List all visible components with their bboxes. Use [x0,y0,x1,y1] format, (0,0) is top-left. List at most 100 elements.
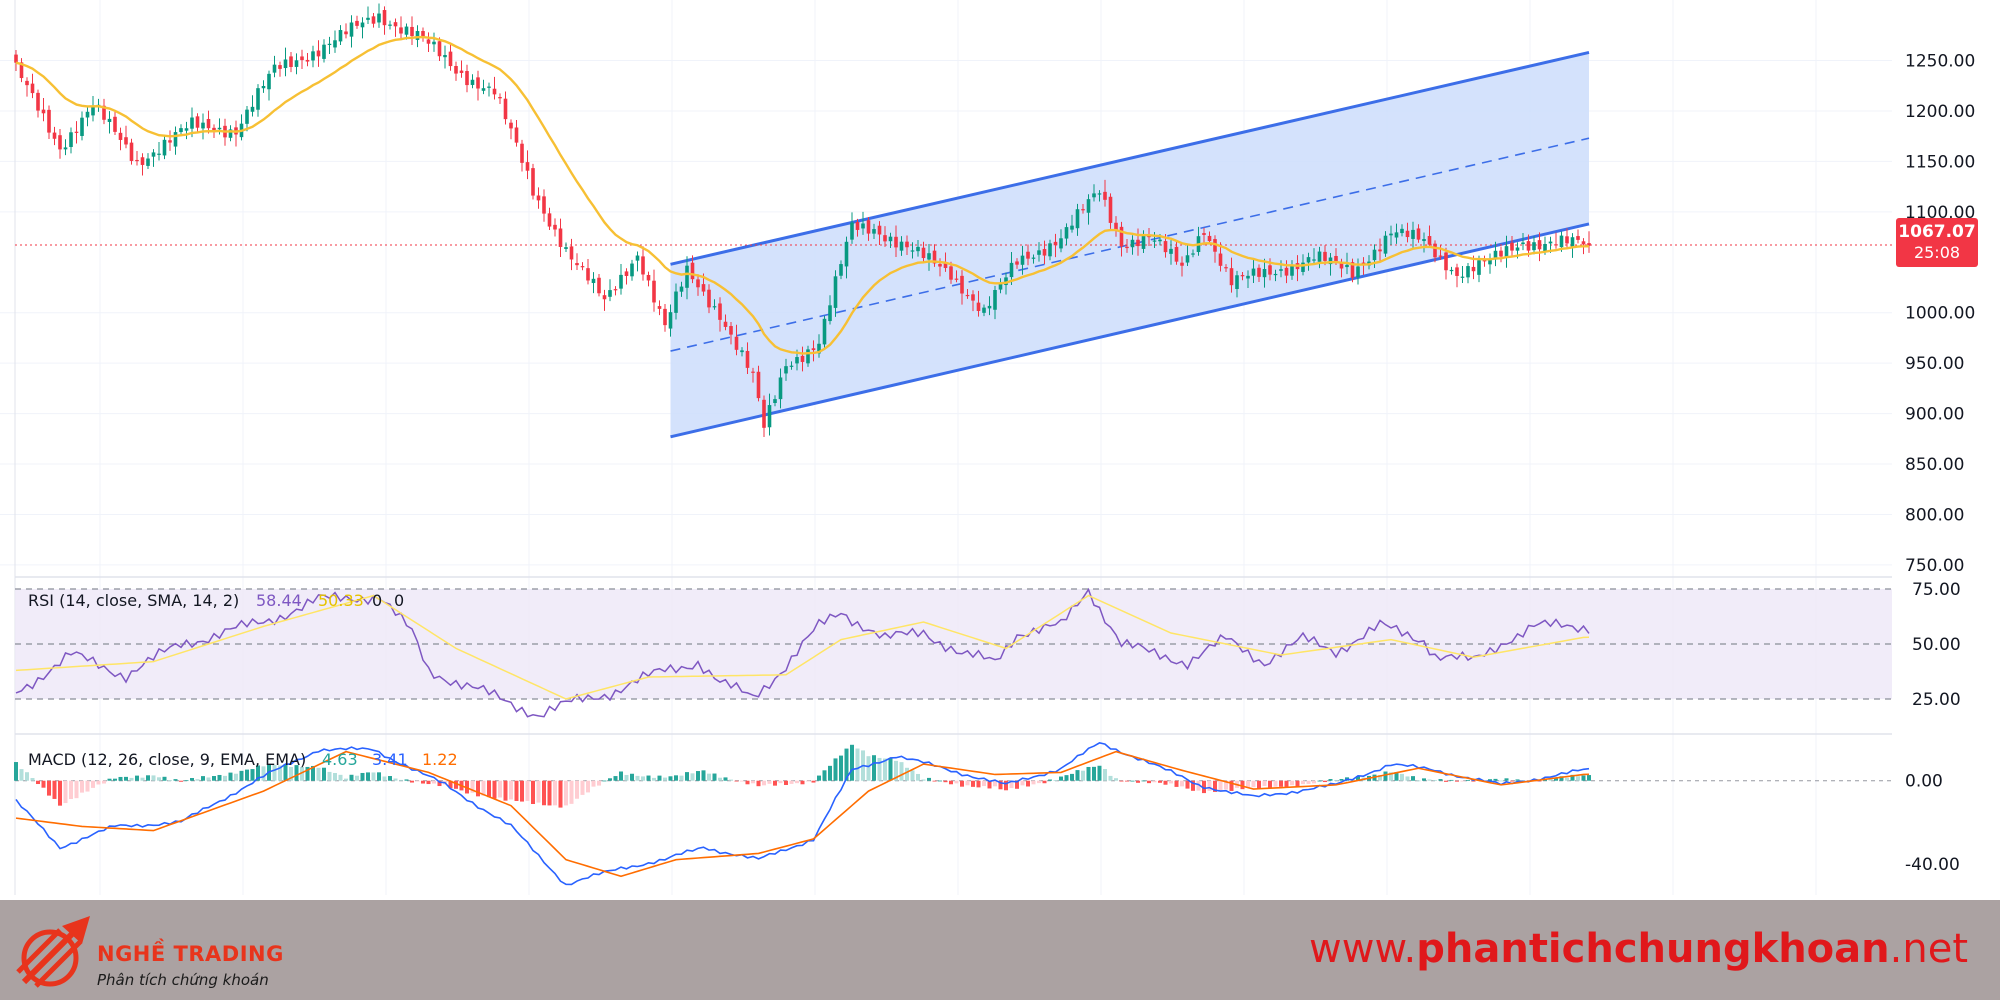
candle-body [388,24,392,26]
macd-histogram-bar [542,780,546,806]
macd-histogram-bar [41,780,46,788]
candle [382,6,387,35]
candle-body [1125,246,1129,249]
macd-histogram-bar [1026,780,1030,787]
candle-body [1400,228,1404,234]
macd-histogram-bar [866,756,871,781]
candle-body [1471,266,1476,272]
macd-histogram-bar [300,767,304,781]
candle [206,110,211,134]
candle-body [1279,269,1283,271]
candle-body [118,132,123,140]
macd-histogram-bar [1295,780,1300,787]
candle-body [1158,239,1162,242]
candle-body [503,98,508,120]
candle-body [344,31,348,35]
macd-histogram-bar [1306,780,1311,784]
candle-body [1081,209,1085,211]
candle [833,270,838,317]
candle-body [1273,273,1278,276]
price-axis-tick-label: 1000.00 [1905,304,1975,324]
candle [157,142,161,161]
candle-body [1543,243,1547,252]
last-price: 1067.07 [1898,222,1976,242]
candle [1092,184,1096,202]
candle [1273,269,1278,282]
macd-histogram-bar [1405,776,1410,781]
candle [894,225,898,258]
candle [509,119,513,140]
candle-body [1103,191,1107,200]
macd-histogram-bar [30,778,35,781]
macd-histogram-bar [1400,773,1404,781]
candle-body [982,307,986,313]
macd-histogram-bar [355,775,359,781]
candle-body [888,236,893,242]
macd-histogram-bar [657,775,662,781]
candle [25,77,29,97]
price-axis[interactable]: 1250.00 1200.00 1150.00 1100.00 1000.00 950.0… [1905,52,1975,875]
macd-histogram-bar [1059,776,1063,781]
macd-histogram-bar [712,773,717,781]
candle-body [916,246,920,252]
candle [1510,236,1514,256]
macd-histogram-bar [1015,780,1019,789]
candle-body [514,127,519,143]
candle [1097,190,1102,202]
rsi-ma-line [15,594,1590,700]
macd-histogram-bar [69,780,73,800]
macd-histogram-bar [129,777,134,781]
candle [80,111,84,141]
candle [366,6,370,24]
candle [113,110,117,135]
candle-body [723,321,728,327]
macd-histogram-bar [206,777,211,781]
website-link[interactable]: www.phantichchungkhoan.net [1309,926,1968,972]
candle [294,53,299,75]
macd-histogram-bar [932,780,937,782]
candle-body [1262,268,1267,278]
candle-body [586,268,590,281]
candle [498,93,502,104]
candle-body [1185,255,1190,263]
parallel-channel[interactable] [15,50,1892,439]
candle [591,272,596,294]
macd-histogram-bar [569,780,574,804]
macd-histogram-bar [1279,780,1283,787]
candle [30,73,35,99]
macd-histogram-bar [1224,780,1228,790]
macd-histogram-bar [102,780,106,784]
candle [861,211,865,235]
candle [322,39,326,63]
macd-histogram-bar [228,772,233,781]
candle [844,236,849,279]
candle-body [1224,267,1228,269]
macd-histogram-bar [745,780,750,785]
candle [1180,256,1184,277]
candle [41,97,46,122]
candle-body [1169,248,1173,254]
candle [839,260,843,280]
candle [1411,221,1415,250]
macd-histogram-bar [597,780,601,786]
candle [1394,223,1399,244]
trading-chart[interactable]: 1250.00 1200.00 1150.00 1100.00 1000.00 950.0… [0,0,2000,900]
candle [921,241,926,264]
macd-histogram-bar [212,776,216,781]
candle [1405,222,1410,243]
macd-histogram-bar [844,748,849,781]
candle [300,49,304,69]
candle [1576,229,1580,244]
candle-body [63,147,68,150]
candle [998,278,1003,294]
macd-histogram-bar [943,780,948,783]
macd-histogram-bar [1202,780,1206,794]
candle [459,60,464,78]
macd-histogram-bar [971,780,975,787]
macd-histogram-bar [256,765,260,781]
candle-body [85,111,90,118]
macd-histogram-bar [278,765,282,781]
url-domain: phantichchungkhoan [1416,926,1890,972]
candle-body [190,117,194,129]
candle [1081,203,1085,214]
